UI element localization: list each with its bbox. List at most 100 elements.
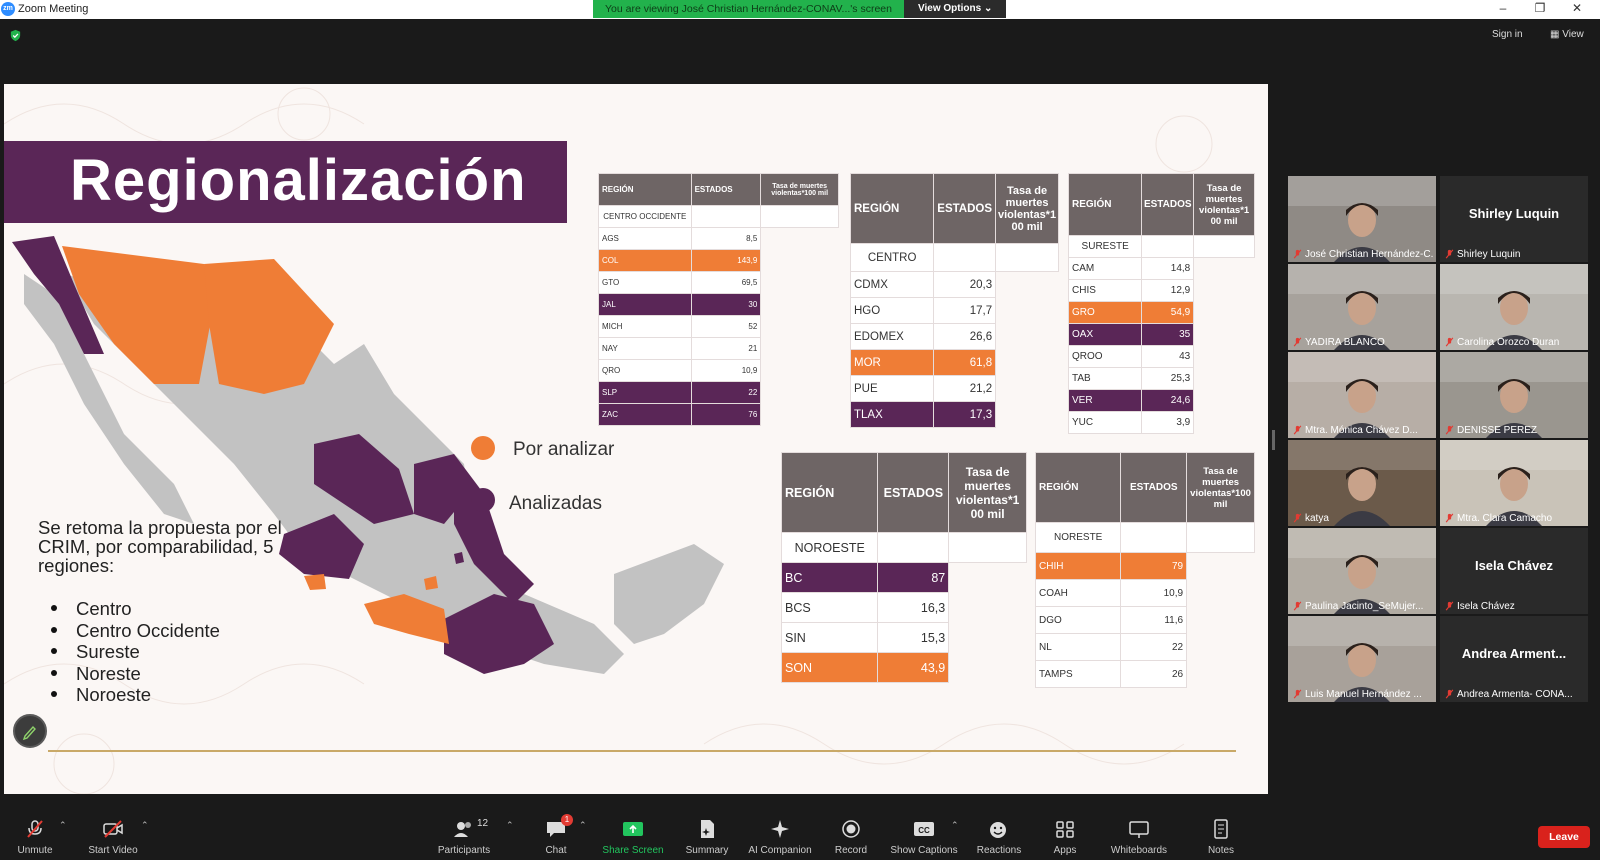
- notes-button[interactable]: Notes: [1186, 812, 1256, 860]
- map-jalisco-purple: [279, 514, 364, 579]
- unmute-button[interactable]: Unmute: [0, 812, 70, 860]
- table-header-states: ESTADOS: [877, 452, 950, 533]
- table-row: OAX 35: [1067, 323, 1255, 346]
- audio-options-caret[interactable]: ⌃: [59, 820, 67, 830]
- mic-muted-icon: [1445, 337, 1454, 347]
- state-cell: NAY: [598, 337, 692, 360]
- share-screen-button[interactable]: Share Screen: [598, 812, 668, 860]
- gallery-resize-handle[interactable]: [1272, 430, 1275, 450]
- participant-tile[interactable]: YADIRA BLANCO: [1288, 264, 1436, 350]
- rate-cell: 43: [1141, 345, 1195, 368]
- rate-cell: 26: [1120, 660, 1188, 688]
- participant-name: Andrea Armenta- CONA...: [1457, 689, 1573, 700]
- participant-tile[interactable]: Mtra. Mónica Chávez D...: [1288, 352, 1436, 438]
- table-row: COL 143,9: [598, 249, 839, 272]
- share-banner: You are viewing José Christian Hernández…: [593, 0, 904, 18]
- table-header-states: ESTADOS: [690, 173, 762, 206]
- table-row: GRO 54,9: [1067, 301, 1255, 324]
- record-button[interactable]: Record: [816, 812, 886, 860]
- annotate-pen-button[interactable]: [13, 714, 47, 748]
- video-options-caret[interactable]: ⌃: [141, 820, 149, 830]
- participant-tile[interactable]: José Christian Hernández-C...: [1288, 176, 1436, 262]
- participant-tile[interactable]: Mtra. Clara Camacho: [1440, 440, 1588, 526]
- close-window-button[interactable]: ✕: [1571, 1, 1583, 15]
- participants-caret[interactable]: ⌃: [506, 820, 514, 830]
- chat-button[interactable]: 1 Chat: [521, 812, 591, 860]
- state-cell: GTO: [598, 271, 692, 294]
- participant-tile[interactable]: Isela Chávez Isela Chávez: [1440, 528, 1588, 614]
- reactions-button[interactable]: Reactions: [964, 812, 1034, 860]
- participant-tile[interactable]: Andrea Arment... Andrea Armenta- CONA...: [1440, 616, 1588, 702]
- participant-name: katya: [1305, 513, 1329, 524]
- table-row: TLAX 17,3: [849, 401, 1059, 428]
- view-options-button[interactable]: View Options ⌄: [904, 0, 1006, 18]
- table-row: EDOMEX 26,6: [849, 323, 1059, 350]
- captions-icon: CC: [914, 822, 934, 836]
- pencil-icon: [22, 725, 36, 741]
- participant-tile[interactable]: Luis Manuel Hernández ...: [1288, 616, 1436, 702]
- state-cell: JAL: [598, 293, 692, 316]
- participant-video: [1440, 440, 1588, 526]
- summary-button[interactable]: Summary: [672, 812, 742, 860]
- legend-orange-dot: [471, 436, 495, 460]
- view-layout-button[interactable]: ▦ View: [1550, 29, 1584, 40]
- apps-icon: [1056, 821, 1074, 838]
- state-cell: SON: [780, 652, 879, 683]
- smiley-icon: [990, 822, 1006, 838]
- participant-tile[interactable]: Paulina Jacinto_SeMujer...: [1288, 528, 1436, 614]
- apps-button[interactable]: Apps: [1030, 812, 1100, 860]
- participant-tile[interactable]: DENISSE PEREZ: [1440, 352, 1588, 438]
- slide-title-banner: Regionalización: [4, 141, 567, 223]
- rows-sureste: CAM 14,8 CHIS 12,9 GRO 54,9 OAX 35 QROO 43 TAB 25,3…: [1067, 257, 1255, 434]
- apps-label: Apps: [1053, 845, 1077, 856]
- rate-cell: 12,9: [1141, 279, 1195, 302]
- map-colima-orange: [304, 574, 326, 590]
- minimize-button[interactable]: –: [1499, 1, 1507, 15]
- ai-companion-label: AI Companion: [748, 845, 812, 856]
- table-row: VER 24,6: [1067, 389, 1255, 412]
- table-sureste: REGIÓN ESTADOS Tasa de muertes violentas…: [1067, 173, 1255, 434]
- shield-check-icon[interactable]: [9, 29, 22, 42]
- participant-tile[interactable]: Shirley Luquin Shirley Luquin: [1440, 176, 1588, 262]
- table-row: CHIH 79: [1034, 552, 1255, 580]
- ai-companion-button[interactable]: AI Companion: [745, 812, 815, 860]
- participant-name: Carolina Orozco Duran: [1457, 337, 1560, 348]
- window-title: Zoom Meeting: [18, 3, 89, 15]
- table-cell: [690, 205, 762, 228]
- participant-name: YADIRA BLANCO: [1305, 337, 1385, 348]
- video-off-icon: [103, 820, 123, 838]
- state-cell: PUE: [849, 375, 935, 402]
- mic-muted-icon: [1445, 249, 1454, 259]
- participants-button[interactable]: 12 Participants: [429, 812, 499, 860]
- table-row: MICH 52: [598, 315, 839, 338]
- rate-cell: 35: [1141, 323, 1195, 346]
- rate-cell: 21: [690, 337, 762, 360]
- list-item: Noroeste: [46, 684, 220, 706]
- sign-in-link[interactable]: Sign in: [1492, 29, 1523, 40]
- rate-cell: 54,9: [1141, 301, 1195, 324]
- captions-caret[interactable]: ⌃: [951, 820, 959, 830]
- participant-name: Isela Chávez: [1457, 601, 1515, 612]
- participant-tile[interactable]: katya: [1288, 440, 1436, 526]
- table-centro-occidente: REGIÓN ESTADOS Tasa de muertes violentas…: [598, 173, 839, 426]
- leave-button[interactable]: Leave: [1538, 826, 1590, 848]
- participants-icon: [454, 822, 471, 837]
- rate-cell: 52: [690, 315, 762, 338]
- table-cell: [1186, 522, 1255, 553]
- whiteboards-button[interactable]: Whiteboards: [1104, 812, 1174, 860]
- svg-text:CC: CC: [918, 826, 930, 835]
- participant-name: DENISSE PEREZ: [1457, 425, 1538, 436]
- table-cell: [1141, 235, 1195, 258]
- show-captions-button[interactable]: CC Show Captions: [889, 812, 959, 860]
- legend-to-analyze: Por analizar: [513, 439, 615, 460]
- table-centro: REGIÓN ESTADOS Tasa de muertes violentas…: [849, 173, 1059, 428]
- table-row: COAH 10,9: [1034, 579, 1255, 607]
- start-video-button[interactable]: Start Video: [78, 812, 148, 860]
- rate-cell: 8,5: [690, 227, 762, 250]
- mic-muted-icon: [1445, 601, 1454, 611]
- chat-caret[interactable]: ⌃: [579, 820, 587, 830]
- table-row: AGS 8,5: [598, 227, 839, 250]
- table-header-region: REGIÓN: [849, 173, 935, 244]
- restore-button[interactable]: ❐: [1534, 1, 1546, 15]
- participant-tile[interactable]: Carolina Orozco Duran: [1440, 264, 1588, 350]
